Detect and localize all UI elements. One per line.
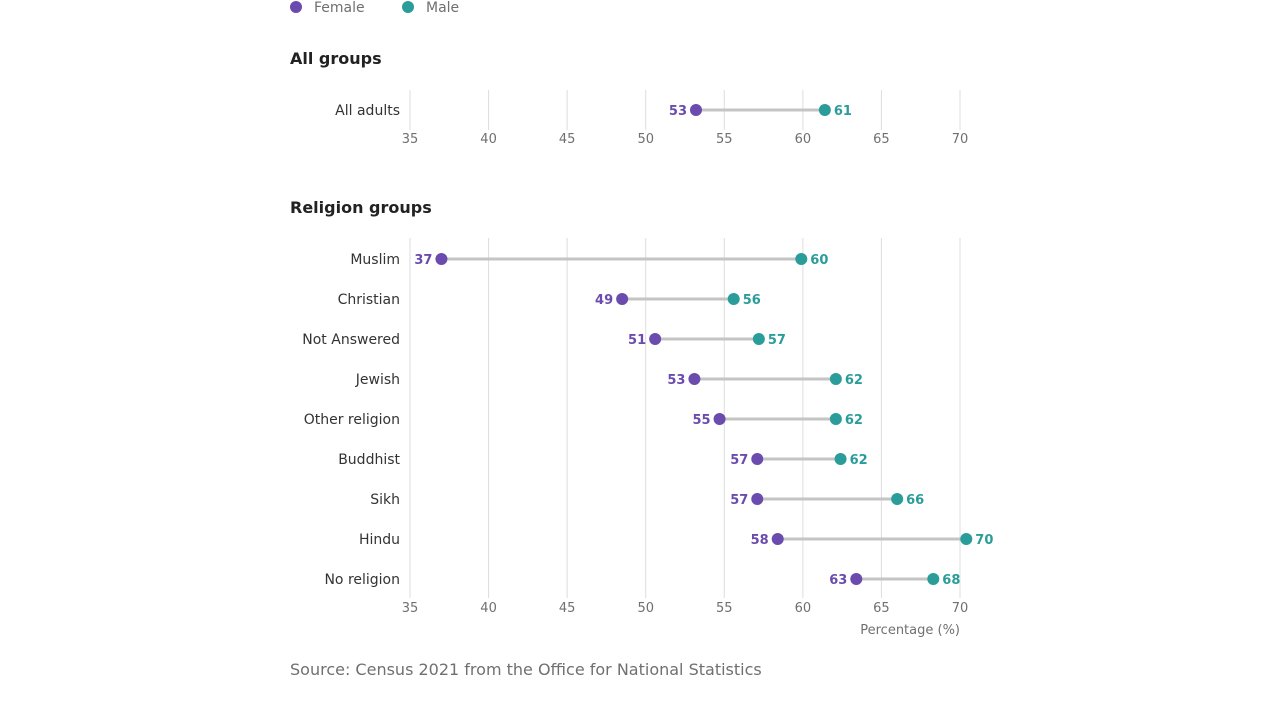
male-point <box>795 253 808 265</box>
x-tick-label: 40 <box>480 132 497 147</box>
female-value-label: 53 <box>669 104 687 119</box>
male-value-label: 62 <box>850 453 868 468</box>
row-hindu: Hindu 58 70 <box>359 532 993 548</box>
legend-label-male: Male <box>426 0 459 16</box>
male-value-label: 60 <box>810 253 828 268</box>
female-value-label: 57 <box>730 493 748 508</box>
category-label: No religion <box>324 572 400 588</box>
x-tick-label: 60 <box>795 601 812 616</box>
x-tick-label: 40 <box>480 601 497 616</box>
male-value-label: 56 <box>743 293 761 308</box>
male-value-label: 62 <box>845 413 863 428</box>
category-label: Christian <box>338 292 400 308</box>
male-point <box>727 293 740 305</box>
female-point <box>649 333 662 345</box>
panel-title-religion-groups: Religion groups <box>290 198 432 217</box>
male-value-label: 70 <box>975 533 993 548</box>
male-point <box>752 333 765 345</box>
legend-label-female: Female <box>314 0 365 16</box>
female-point <box>688 373 701 385</box>
x-tick-label: 50 <box>637 132 654 147</box>
category-label: Buddhist <box>338 452 400 468</box>
x-tick-label: 45 <box>559 601 576 616</box>
row-jewish: Jewish 53 62 <box>355 372 863 388</box>
row-no-religion: No religion 63 68 <box>324 572 960 588</box>
female-point <box>751 453 764 465</box>
female-point <box>713 413 726 425</box>
row-buddhist: Buddhist 57 62 <box>338 452 867 468</box>
male-value-label: 68 <box>942 573 960 588</box>
x-tick-label: 35 <box>402 601 419 616</box>
x-tick-label: 70 <box>952 132 969 147</box>
row-not-answered: Not Answered 51 57 <box>302 332 786 348</box>
female-value-label: 49 <box>595 293 613 308</box>
male-value-label: 61 <box>834 104 852 119</box>
category-label: Not Answered <box>302 332 400 348</box>
female-point <box>616 293 629 305</box>
x-tick-label: 55 <box>716 132 733 147</box>
source-note: Source: Census 2021 from the Office for … <box>290 660 762 679</box>
category-label: Muslim <box>350 252 400 268</box>
x-tick-label: 50 <box>637 601 654 616</box>
category-label: Sikh <box>370 492 400 508</box>
female-point <box>690 104 702 116</box>
row-other-religion: Other religion 55 62 <box>304 412 863 428</box>
male-value-label: 62 <box>845 373 863 388</box>
x-tick-label: 60 <box>795 132 812 147</box>
female-value-label: 57 <box>730 453 748 468</box>
row-christian: Christian 49 56 <box>338 292 761 308</box>
x-tick-label: 70 <box>952 601 969 616</box>
panel-title-all-groups: All groups <box>290 49 382 68</box>
male-point <box>829 413 842 425</box>
x-axis-title: Percentage (%) <box>860 623 960 638</box>
x-tick-label: 45 <box>559 132 576 147</box>
row-sikh: Sikh 57 66 <box>370 492 924 508</box>
legend: Female Male <box>290 0 459 16</box>
male-value-label: 57 <box>768 333 786 348</box>
male-point <box>927 573 940 585</box>
female-value-label: 58 <box>751 533 769 548</box>
category-label: Other religion <box>304 412 400 428</box>
x-tick-label: 65 <box>873 132 890 147</box>
category-label: Hindu <box>359 532 400 548</box>
x-tick-label: 35 <box>402 132 419 147</box>
female-value-label: 63 <box>829 573 847 588</box>
row-muslim: Muslim 37 60 <box>350 252 828 268</box>
female-point <box>771 533 784 545</box>
female-value-label: 55 <box>692 413 710 428</box>
panel-all-groups: 35 40 45 50 55 60 65 70 All adults 53 61 <box>335 90 968 147</box>
male-value-label: 66 <box>906 493 924 508</box>
legend-swatch-male <box>402 1 414 13</box>
male-point <box>891 493 904 505</box>
panel-religion-groups: 35 40 45 50 55 60 65 70 Muslim 37 60 Christian 49 56 N… <box>302 238 993 616</box>
female-point <box>850 573 863 585</box>
female-value-label: 51 <box>628 333 646 348</box>
row-all-adults: All adults 53 61 <box>335 103 852 119</box>
x-tick-label: 65 <box>873 601 890 616</box>
category-label: Jewish <box>355 372 400 388</box>
male-point <box>960 533 973 545</box>
male-point <box>818 104 831 116</box>
legend-swatch-female <box>290 1 302 13</box>
male-point <box>829 373 842 385</box>
x-tick-label: 55 <box>716 601 733 616</box>
category-label: All adults <box>335 103 400 119</box>
female-value-label: 53 <box>667 373 685 388</box>
female-point <box>435 253 448 265</box>
female-point <box>751 493 764 505</box>
male-point <box>834 453 847 465</box>
female-value-label: 37 <box>414 253 432 268</box>
